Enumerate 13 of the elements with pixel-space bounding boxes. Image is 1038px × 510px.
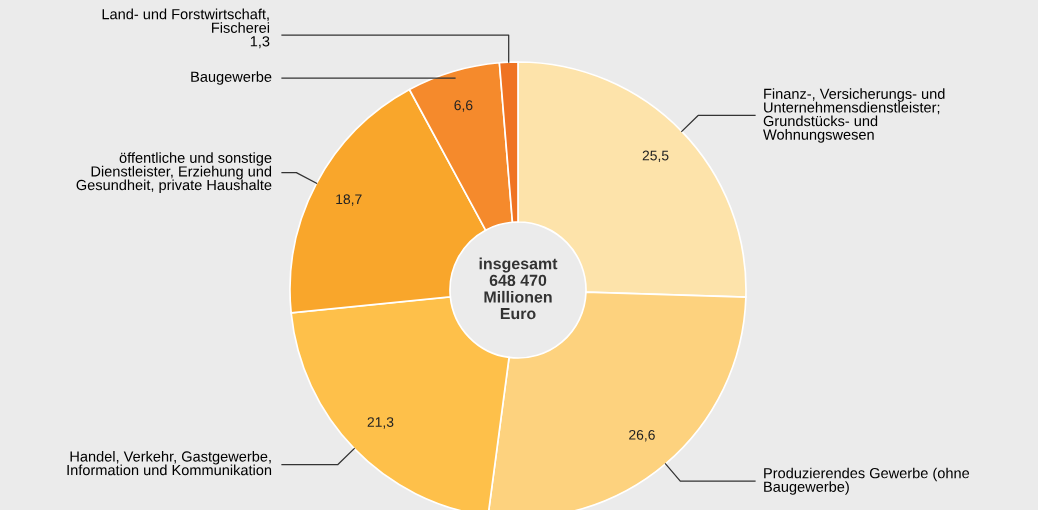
slice-label: Produzierendes Gewerbe (ohne Baugewerbe) [764,467,970,495]
text: insgesamt 648 470 Millionen Euro [479,257,558,320]
slice-label: Baugewerbe [191,71,272,85]
slice-label: Finanz-, Versicherungs- und Unternehmensdienstleister; Grundstücks- und Wohnungswesen [763,88,945,143]
data-label: 25,5 [642,150,669,163]
slice-label: Land- und Forstwirtschaft, Fischerei [102,8,270,33]
data-label: 18,7 [336,194,362,206]
data-label: 6,6 [454,100,473,112]
data-label: 26,6 [629,429,655,442]
data-label: 1,3 [250,36,270,49]
data-label: 21,3 [367,417,394,429]
slice-label: öffentliche und sonstige Dienstleister, Erziehung und Gesundheit, private Haushalte [76,152,272,194]
slice-label: Handel, Verkehr, Gastgewerbe, Information und Kommunikation [67,450,272,476]
